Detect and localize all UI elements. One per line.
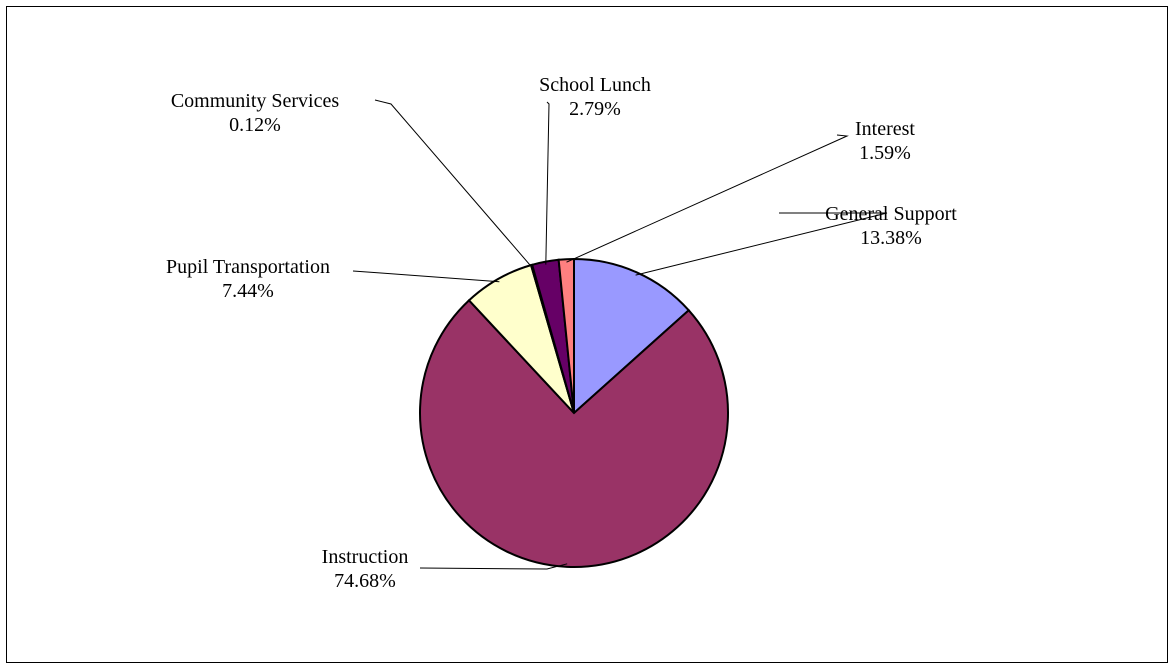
leader-line-pupil-transportation <box>352 270 500 283</box>
leader-line-interest <box>566 134 849 263</box>
slice-label-name: School Lunch <box>539 74 651 96</box>
leader-line-school-lunch <box>545 101 550 265</box>
pie-slice-general-support <box>573 257 691 416</box>
slice-label-value: 7.44% <box>222 280 274 302</box>
slice-label-value: 1.59% <box>859 142 911 164</box>
leader-line-community-services <box>374 99 533 269</box>
slice-label-name: Community Services <box>171 90 340 112</box>
slice-label-name: Interest <box>855 118 915 140</box>
slice-label-value: 13.38% <box>860 227 922 249</box>
slice-label-value: 2.79% <box>569 98 621 120</box>
pie-slice-instruction <box>419 298 729 568</box>
leader-line-instruction <box>419 563 568 570</box>
slice-label-name: General Support <box>825 203 957 225</box>
slice-label-name: Instruction <box>322 546 409 568</box>
slice-label-name: Pupil Transportation <box>166 256 330 278</box>
chart-frame: General Support 13.38% Instruction 74.68% Pu… <box>6 6 1168 663</box>
leader-line-general-support <box>635 212 888 276</box>
slice-label-value: 0.12% <box>229 114 281 136</box>
pie-slices <box>419 257 729 568</box>
leader-lines <box>352 99 888 570</box>
slice-label-value: 74.68% <box>334 570 396 592</box>
